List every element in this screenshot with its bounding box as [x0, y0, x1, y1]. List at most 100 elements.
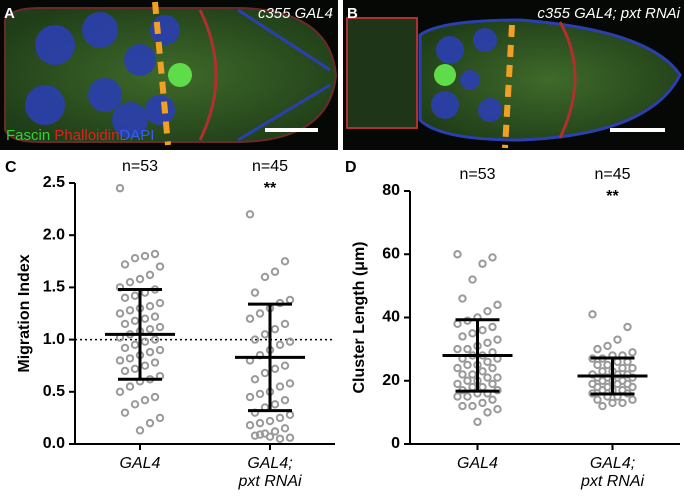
n-label: n=53 [459, 166, 495, 183]
data-point [260, 272, 270, 282]
data-point [270, 364, 280, 374]
data-point [155, 345, 165, 355]
data-point [458, 294, 467, 303]
data-point [285, 433, 295, 442]
data-point [613, 357, 622, 366]
data-point [623, 322, 632, 332]
n-label: n=45 [594, 166, 630, 183]
data-point [155, 298, 165, 308]
data-point [280, 395, 290, 405]
data-point [588, 310, 597, 319]
data-point [468, 382, 477, 392]
data-point [140, 361, 150, 370]
data-point [270, 267, 280, 276]
data-point [463, 392, 472, 401]
y-tick-label: 80 [382, 182, 400, 199]
data-point [120, 260, 130, 269]
x-tick-label: GAL4; [590, 455, 635, 472]
n-label: n=45 [252, 158, 288, 175]
data-point [245, 392, 255, 402]
data-point [155, 322, 165, 332]
data-point [120, 319, 130, 329]
n-label: n=53 [122, 158, 158, 175]
data-point [285, 337, 295, 346]
y-tick-label: 60 [382, 245, 400, 262]
data-point [593, 360, 602, 370]
data-point [463, 344, 472, 354]
data-point [125, 277, 135, 287]
data-point [255, 418, 265, 428]
data-point [130, 400, 140, 409]
data-point [478, 398, 487, 408]
data-point [483, 338, 492, 347]
data-point [145, 301, 155, 311]
data-point [458, 370, 467, 379]
x-tick-label: GAL4 [457, 455, 498, 472]
data-point [473, 417, 482, 427]
y-tick-label: 1.0 [43, 331, 65, 348]
data-point [245, 210, 255, 219]
data-point [483, 373, 492, 382]
data-point [270, 427, 280, 436]
data-point [628, 348, 637, 357]
data-point [265, 432, 275, 441]
y-tick-label: 0.5 [43, 383, 65, 400]
data-point [275, 413, 285, 423]
data-point [255, 309, 265, 318]
data-point [245, 314, 255, 323]
panel-label: B [347, 5, 358, 22]
image-label: c355 GAL4 [258, 5, 333, 22]
data-point [618, 398, 627, 408]
data-point [155, 413, 165, 423]
data-point [618, 363, 627, 373]
panel-label: C [5, 159, 17, 176]
data-point [140, 251, 150, 261]
data-point [140, 337, 150, 346]
data-point [150, 249, 160, 259]
data-point [275, 434, 285, 443]
data-point [453, 319, 462, 329]
data-point [598, 386, 607, 395]
y-axis-label: Cluster Length (μm) [351, 241, 368, 393]
data-point [150, 312, 160, 321]
data-point [488, 322, 497, 332]
panel-label: A [4, 5, 15, 22]
data-point [285, 410, 295, 419]
data-point [280, 319, 290, 329]
data-point [488, 363, 497, 373]
data-point [598, 401, 607, 411]
data-point [130, 364, 140, 374]
data-point [120, 408, 130, 417]
data-point [488, 395, 497, 404]
data-point [463, 360, 472, 370]
data-point [493, 373, 502, 382]
data-point [280, 424, 290, 433]
data-point [145, 324, 155, 334]
data-point [130, 316, 140, 326]
data-point [255, 389, 265, 399]
data-point [613, 379, 622, 389]
y-tick-label: 1.5 [43, 279, 65, 296]
data-point [453, 250, 462, 259]
data-point [245, 421, 255, 430]
x-tick-label: GAL4; [247, 455, 292, 472]
data-point [628, 382, 637, 392]
data-point [120, 293, 130, 303]
data-point [260, 368, 270, 378]
data-point [628, 373, 637, 382]
data-point [598, 367, 607, 376]
y-tick-label: 2.5 [43, 174, 65, 191]
data-point [130, 291, 140, 300]
data-point [115, 184, 125, 193]
data-point [115, 387, 125, 396]
data-point [478, 259, 487, 268]
data-point [120, 366, 130, 376]
data-point [468, 401, 477, 411]
y-tick-label: 40 [382, 309, 400, 326]
data-point [483, 357, 492, 366]
data-point [463, 376, 472, 385]
x-tick-label: pxt RNAi [237, 473, 302, 490]
significance: ** [606, 188, 619, 205]
data-point [280, 361, 290, 370]
